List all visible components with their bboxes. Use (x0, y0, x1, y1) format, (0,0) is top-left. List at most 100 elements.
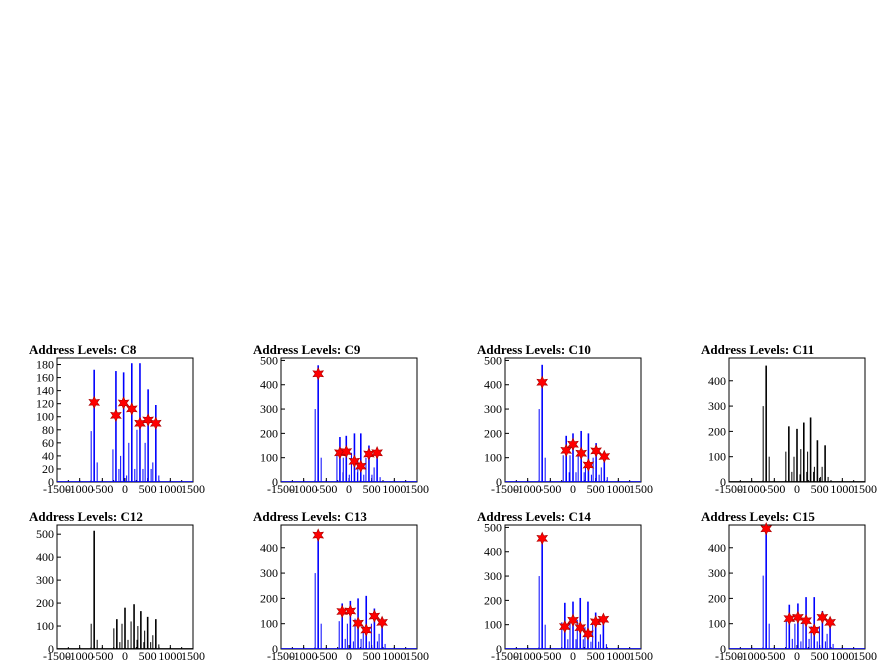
peak-marker (340, 444, 353, 459)
peak-marker (816, 610, 829, 625)
peak-marker (117, 396, 130, 410)
chart-title: Address Levels: C13 (253, 509, 367, 524)
x-tick-label: -1000 (738, 649, 766, 663)
y-tick-label: 400 (484, 545, 502, 559)
x-tick-label: 1500 (181, 482, 205, 496)
peak-marker (336, 604, 349, 619)
x-tick-label: 0 (346, 482, 352, 496)
x-tick-label: 1500 (181, 649, 205, 663)
chart-panel: Address Levels: C10 0 100 200 300 400 500 -1500… (477, 342, 653, 496)
chart-panel: Address Levels: C90100200300400500-1500-… (253, 342, 429, 496)
y-tick-label: 100 (36, 410, 54, 424)
y-tick-label: 400 (708, 374, 726, 388)
peak-marker (760, 522, 773, 536)
y-tick-label: 300 (484, 569, 502, 583)
x-tick-label: -1500 (43, 649, 71, 663)
chart-title: Address Levels: C12 (29, 509, 143, 524)
y-tick-label: 0 (272, 642, 278, 656)
y-tick-label: 100 (260, 451, 278, 465)
x-tick-label: 1000 (830, 482, 854, 496)
chart-panel: Address Levels: C80204060801001201401601… (29, 342, 205, 496)
chart-panel: Address Levels: C12 0 100 200 300 400 500 -1500… (29, 509, 205, 663)
chart-panel: Address Levels: C13 0 100 200 300 400 -1500-10… (253, 509, 429, 663)
x-tick-label: -1500 (43, 482, 71, 496)
peak-marker (88, 395, 101, 410)
y-tick-label: 120 (36, 397, 54, 411)
x-tick-label: -1000 (66, 649, 94, 663)
x-tick-label: 1000 (158, 649, 182, 663)
x-tick-label: 500 (811, 649, 829, 663)
x-tick-label: -500 (315, 649, 337, 663)
y-tick-label: 200 (708, 424, 726, 438)
peak-marker (582, 458, 595, 472)
peak-marker (368, 609, 381, 623)
y-tick-label: 200 (708, 591, 726, 605)
y-tick-label: 0 (272, 475, 278, 489)
peak-marker (536, 531, 549, 546)
y-tick-label: 80 (42, 423, 54, 437)
x-tick-label: 1500 (629, 482, 653, 496)
x-tick-label: -500 (539, 649, 561, 663)
x-tick-label: -1500 (267, 649, 295, 663)
y-tick-label: 200 (260, 591, 278, 605)
chart-panel: Address Levels: C11 0 100 200 300 400 -1500-10… (701, 342, 877, 496)
peak-marker (574, 620, 587, 635)
x-tick-label: 1500 (853, 649, 877, 663)
y-tick-label: 0 (496, 475, 502, 489)
peak-marker (371, 446, 383, 460)
peak-marker (312, 528, 325, 542)
y-tick-label: 500 (36, 527, 54, 541)
y-tick-label: 400 (36, 550, 54, 564)
y-tick-label: 500 (484, 353, 502, 367)
chart-panel: Address Levels: C14 0 100 200 300 400 500 -1500… (477, 509, 653, 663)
y-tick-label: 400 (260, 378, 278, 392)
y-tick-label: 0 (48, 642, 54, 656)
peak-marker (808, 623, 821, 637)
x-tick-label: 500 (363, 649, 381, 663)
y-tick-label: 20 (42, 462, 54, 476)
plot-frame (56, 357, 194, 483)
y-tick-label: 0 (720, 642, 726, 656)
x-tick-label: -1000 (290, 482, 318, 496)
x-tick-label: -500 (91, 649, 113, 663)
chart-title: Address Levels: C11 (701, 342, 814, 357)
peak-marker (598, 449, 611, 464)
x-tick-label: -1000 (738, 482, 766, 496)
y-tick-label: 0 (496, 642, 502, 656)
y-tick-label: 100 (260, 617, 278, 631)
y-tick-label: 200 (484, 426, 502, 440)
plot-frame (280, 524, 418, 650)
y-tick-label: 300 (708, 566, 726, 580)
y-tick-label: 500 (260, 353, 278, 367)
y-tick-label: 60 (42, 436, 54, 450)
x-tick-label: 1000 (830, 649, 854, 663)
peak-marker (800, 613, 812, 628)
y-tick-label: 300 (36, 573, 54, 587)
peak-marker (125, 402, 138, 416)
peak-marker (792, 610, 804, 625)
peak-marker (134, 416, 146, 431)
y-tick-label: 180 (36, 358, 54, 372)
peak-marker (360, 623, 373, 637)
x-tick-label: 500 (139, 649, 157, 663)
x-tick-label: -1500 (715, 649, 743, 663)
peak-marker (354, 459, 367, 473)
y-tick-label: 200 (484, 593, 502, 607)
x-tick-label: 500 (811, 482, 829, 496)
peak-marker (376, 615, 388, 630)
x-tick-label: -500 (539, 482, 561, 496)
y-tick-label: 100 (484, 618, 502, 632)
y-tick-label: 300 (260, 402, 278, 416)
peak-marker (142, 413, 154, 427)
x-tick-label: -500 (763, 482, 785, 496)
x-tick-label: -500 (315, 482, 337, 496)
peak-marker (110, 408, 122, 423)
x-tick-label: -1500 (491, 482, 519, 496)
y-tick-label: 300 (484, 402, 502, 416)
chart-title: Address Levels: C8 (29, 342, 137, 357)
peak-marker (597, 612, 610, 627)
x-tick-label: 0 (122, 482, 128, 496)
x-tick-label: -1500 (267, 482, 295, 496)
x-tick-label: 1000 (606, 482, 630, 496)
